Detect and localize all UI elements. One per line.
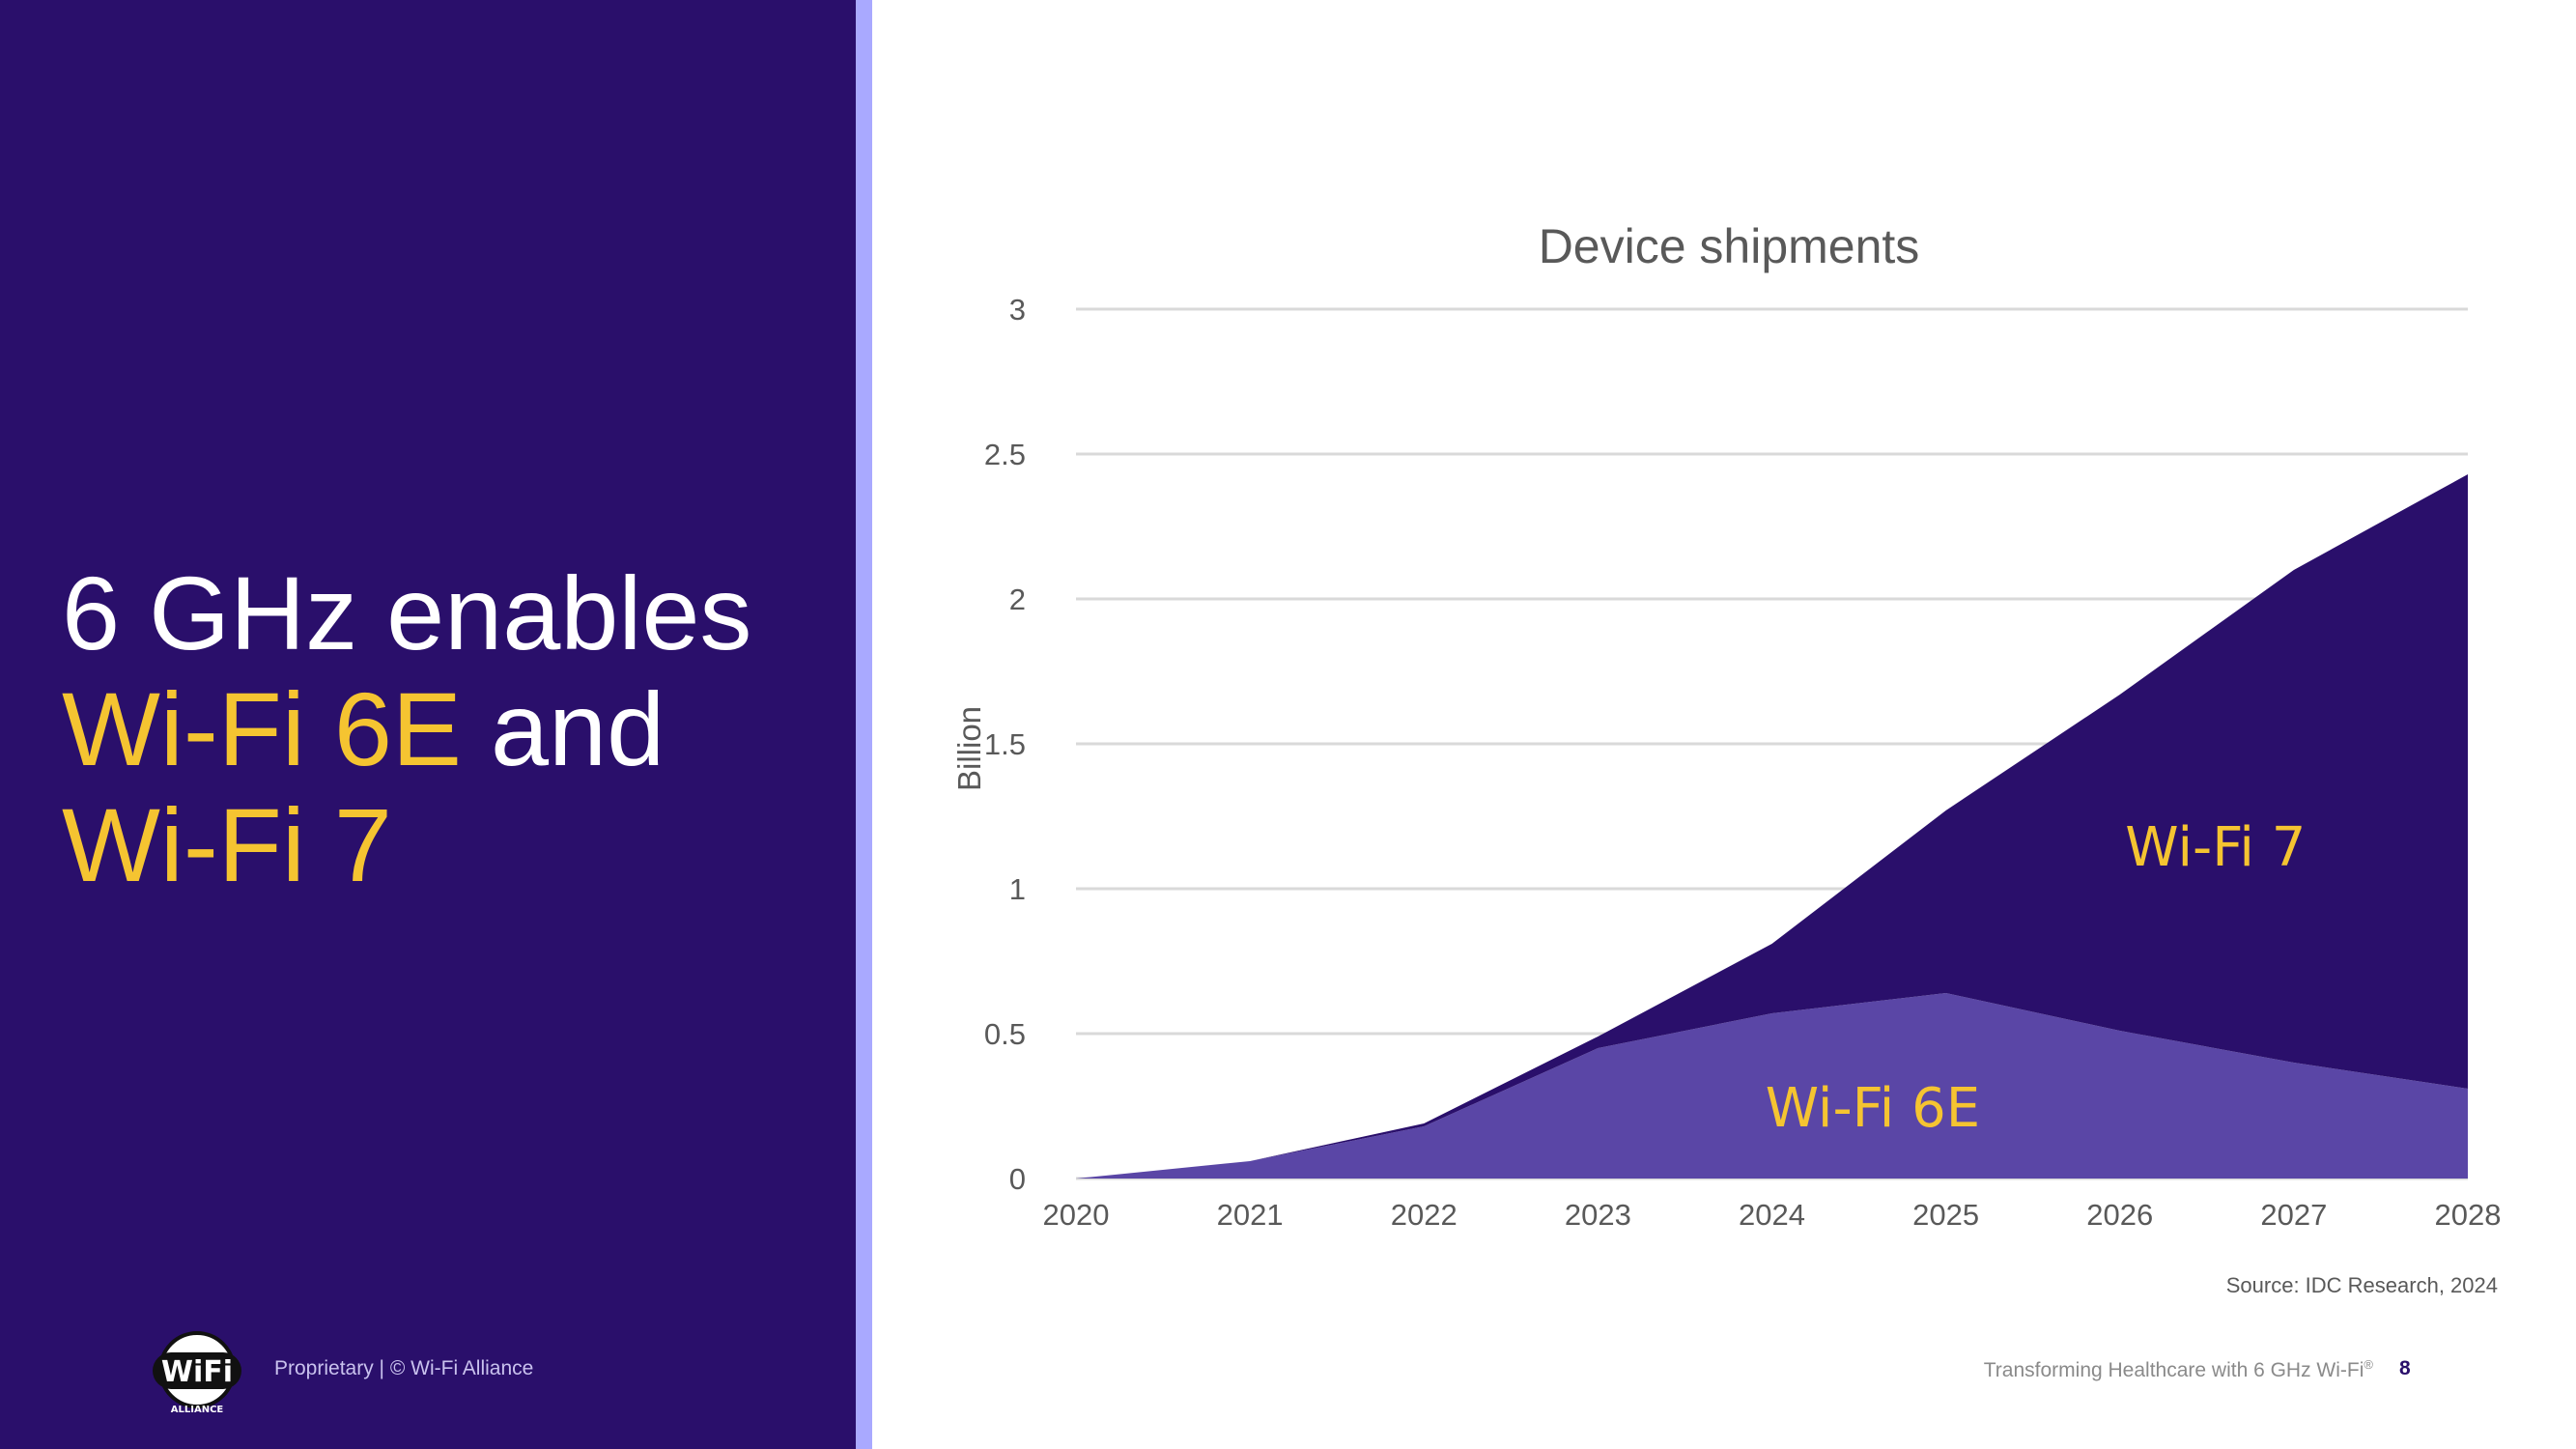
area-wi-fi-7 [1076, 474, 2468, 1179]
footer-title-text: Transforming Healthcare with 6 GHz Wi-Fi [1983, 1359, 2364, 1381]
y-tick-label: 1.5 [984, 727, 1026, 761]
chart-title: Device shipments [1539, 219, 1920, 273]
accent-bar [856, 0, 872, 1449]
x-tick-label: 2026 [2086, 1198, 2153, 1232]
y-tick-label: 3 [1009, 293, 1026, 327]
y-tick-label: 0.5 [984, 1017, 1026, 1051]
headline-wifi-6e: Wi-Fi 6E [62, 670, 462, 787]
series-label-wifi-6e: Wi-Fi 6E [1766, 1077, 1980, 1140]
page-number: 8 [2399, 1357, 2411, 1379]
device-shipments-chart: Device shipments 0 0.5 1 1.5 2 2.5 3 2020 2021 2… [951, 219, 2502, 1297]
registered-mark: ® [2364, 1357, 2373, 1372]
source-note: Source: IDC Research, 2024 [2226, 1273, 2498, 1297]
x-tick-label: 2024 [1739, 1198, 1805, 1232]
x-tick-label: 2022 [1391, 1198, 1458, 1232]
area-wi-fi-6e [1076, 993, 2468, 1179]
y-tick-label: 2.5 [984, 438, 1026, 471]
wifi-alliance-logo: WiFi ALLIANCE [153, 1331, 241, 1415]
headline-wifi-7: Wi-Fi 7 [62, 786, 392, 903]
x-tick-label: 2021 [1217, 1198, 1284, 1232]
y-tick-label: 0 [1009, 1162, 1026, 1196]
x-tick-label: 2023 [1565, 1198, 1631, 1232]
slide-headline: 6 GHz enables Wi-Fi 6E and Wi-Fi 7 [62, 555, 751, 903]
footer-presentation-title: Transforming Healthcare with 6 GHz Wi-Fi… [1984, 1357, 2373, 1382]
y-tick-label: 1 [1009, 872, 1026, 906]
x-tick-label: 2025 [1912, 1198, 1979, 1232]
x-tick-label: 2027 [2260, 1198, 2327, 1232]
y-axis-title: Billion [951, 706, 987, 791]
logo-word: WiFi [161, 1355, 233, 1389]
y-tick-label: 2 [1009, 582, 1026, 616]
x-tick-label: 2020 [1043, 1198, 1110, 1232]
series-label-wifi-7: Wi-Fi 7 [2125, 816, 2306, 879]
footer-proprietary: Proprietary | © Wi-Fi Alliance [274, 1357, 534, 1379]
logo-sub: ALLIANCE [171, 1405, 224, 1415]
x-tick-label: 2028 [2435, 1198, 2502, 1232]
left-panel [0, 0, 856, 1449]
headline-and: and [461, 670, 665, 787]
headline-line-1: 6 GHz enables [62, 554, 752, 671]
